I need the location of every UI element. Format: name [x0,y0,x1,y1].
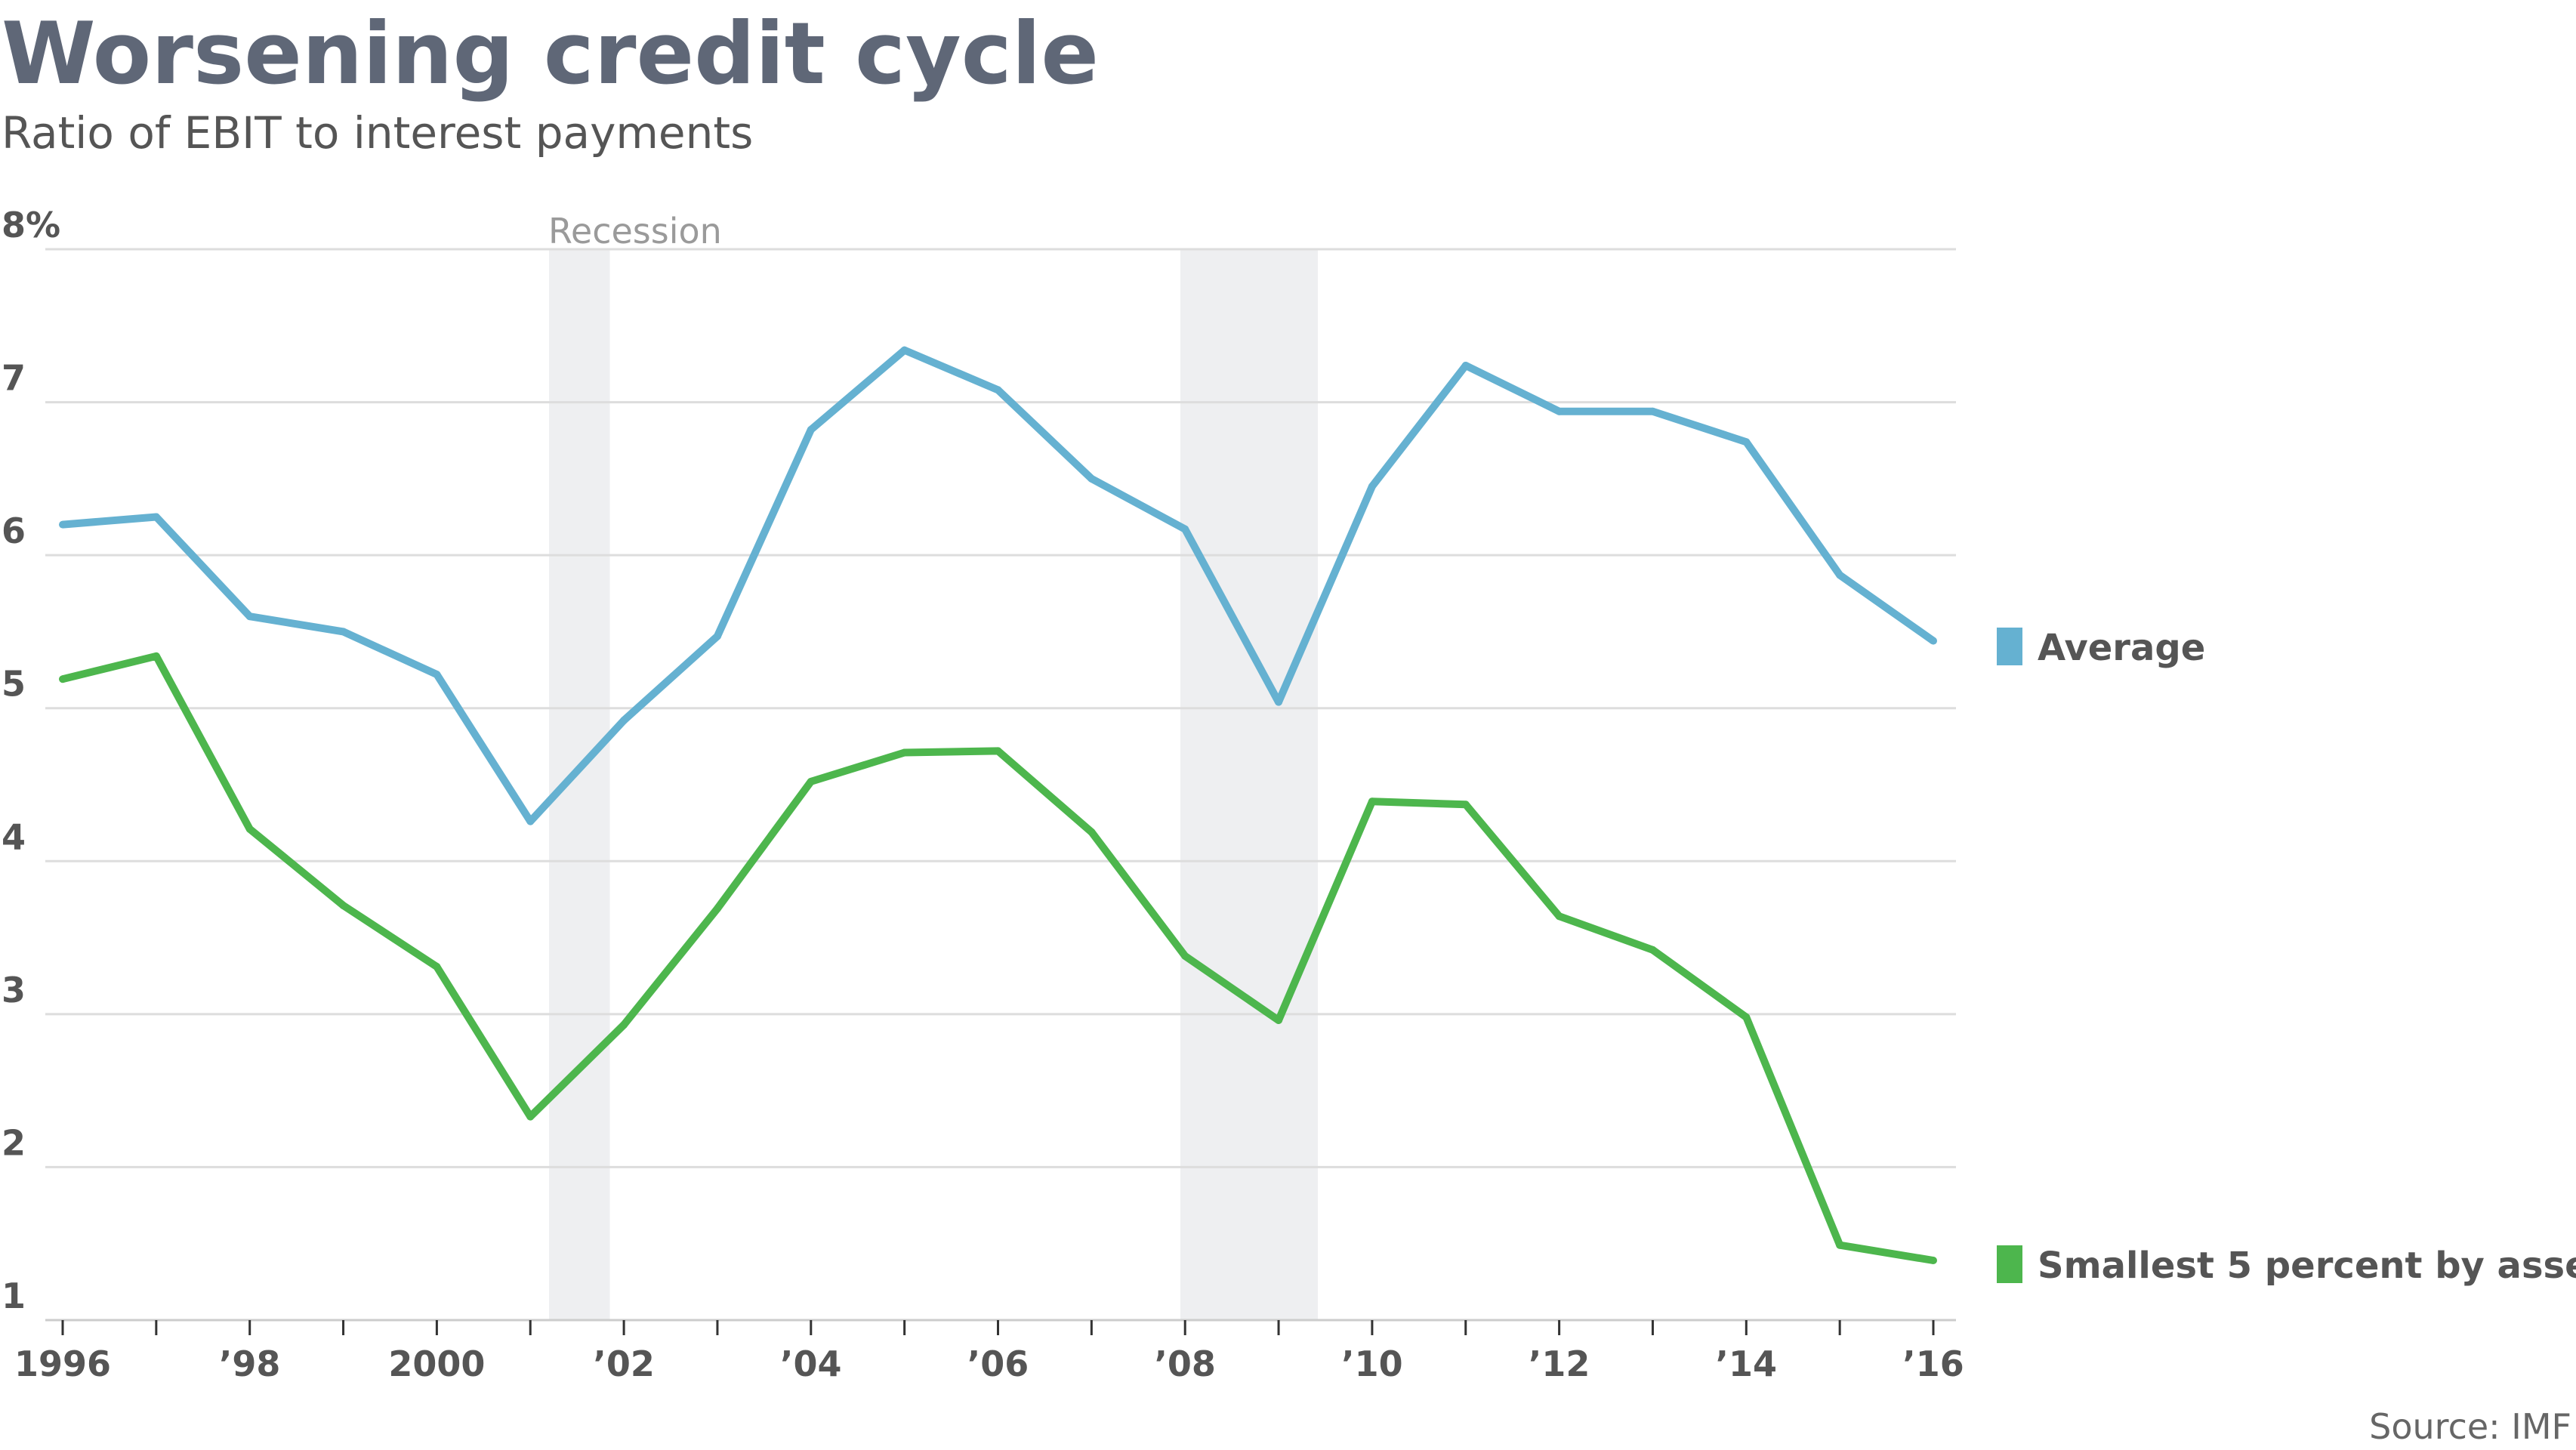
x-tick-label-1996: 1996 [14,1344,111,1384]
data-point-0-2005 [900,346,909,354]
source-note: Source: IMF [2369,1406,2571,1447]
data-point-1-2003 [713,905,721,913]
x-tick-label-2006: ’06 [967,1344,1029,1384]
chart-title: Worsening credit cycle [2,4,1099,103]
legend-swatch-0 [1997,628,2022,665]
gridlines [45,248,1956,1322]
recession-band-0 [549,249,610,1320]
data-point-0-2003 [713,632,721,640]
data-point-0-1999 [339,628,347,636]
data-point-1-1998 [245,825,254,833]
x-tick-label-2002: ’02 [593,1344,655,1384]
data-point-1-2013 [1649,946,1657,954]
y-tick-label-1: 1 [2,1276,26,1316]
y-axis-labels: 1 2 3 4 5 6 7 8% [2,205,60,1316]
y-tick-label-5: 5 [2,664,26,705]
data-point-0-2006 [994,386,1002,394]
data-point-0-2015 [1836,571,1844,579]
data-point-0-2000 [433,671,441,679]
x-tick-label-2004: ’04 [780,1344,842,1384]
recession-bands [549,249,1319,1320]
chart-subtitle: Ratio of EBIT to interest payments [2,107,753,159]
y-tick-label-4: 4 [2,816,26,857]
data-point-0-2014 [1742,438,1751,446]
data-point-0-2010 [1368,482,1376,490]
data-point-1-2015 [1836,1241,1844,1249]
data-point-0-1997 [152,513,160,521]
data-point-1-2016 [1930,1256,1937,1264]
legend-label-1: Smallest 5 percent by assets [2038,1245,2576,1287]
data-point-0-2011 [1461,361,1470,369]
data-point-0-2008 [1181,525,1189,533]
x-tick-label-2012: ’12 [1529,1344,1590,1384]
x-tick-label-2008: ’08 [1154,1344,1216,1384]
legend-label-0: Average [2038,627,2205,669]
data-point-1-1997 [152,652,160,660]
recession-band-1 [1180,249,1319,1320]
data-point-1-2007 [1087,828,1096,836]
data-point-1-1996 [59,675,66,683]
y-tick-label-6: 6 [2,511,26,551]
data-point-1-2012 [1555,912,1563,921]
legend: Average Smallest 5 percent by assets [1997,627,2576,1287]
x-tick-label-1998: ’98 [219,1344,281,1384]
data-point-1-2005 [900,748,909,757]
data-point-1-2014 [1742,1013,1751,1021]
y-tick-label-8: 8% [2,205,60,245]
data-point-0-2007 [1087,474,1096,483]
data-point-1-1999 [339,902,347,910]
data-point-1-2002 [620,1021,628,1029]
series-lines [59,346,1937,1264]
y-tick-label-7: 7 [2,358,26,399]
data-point-1-2010 [1368,798,1376,806]
data-point-1-2006 [994,747,1002,755]
data-point-0-2016 [1930,637,1937,645]
y-tick-label-3: 3 [2,970,26,1010]
data-point-1-2009 [1275,1016,1283,1024]
x-axis-ticks [61,1320,1935,1335]
data-point-0-2002 [620,716,628,724]
x-tick-label-2000: 2000 [388,1344,485,1384]
series-line-1 [61,652,1934,1264]
data-point-0-2004 [807,426,815,434]
data-point-1-2004 [807,777,815,785]
data-point-0-2001 [526,817,535,825]
data-point-0-2009 [1275,698,1283,706]
data-point-1-2000 [433,963,441,971]
y-tick-label-2: 2 [2,1122,26,1163]
data-point-0-1998 [245,612,254,621]
x-tick-label-2014: ’14 [1716,1344,1778,1384]
data-point-1-2001 [526,1112,535,1121]
x-axis-labels: 1996 ’98 2000 ’02 ’04 ’06 ’08 ’10 ’12 ’14 ’16 [14,1344,1964,1384]
x-tick-label-2016: ’16 [1902,1344,1964,1384]
data-point-0-2013 [1649,407,1657,415]
legend-swatch-1 [1997,1245,2022,1283]
x-tick-label-2010: ’10 [1341,1344,1403,1384]
recession-label: Recession [548,211,722,251]
data-point-1-2011 [1461,801,1470,809]
data-point-1-2008 [1181,952,1189,960]
data-point-0-2012 [1555,407,1563,415]
data-point-0-1996 [59,520,66,529]
